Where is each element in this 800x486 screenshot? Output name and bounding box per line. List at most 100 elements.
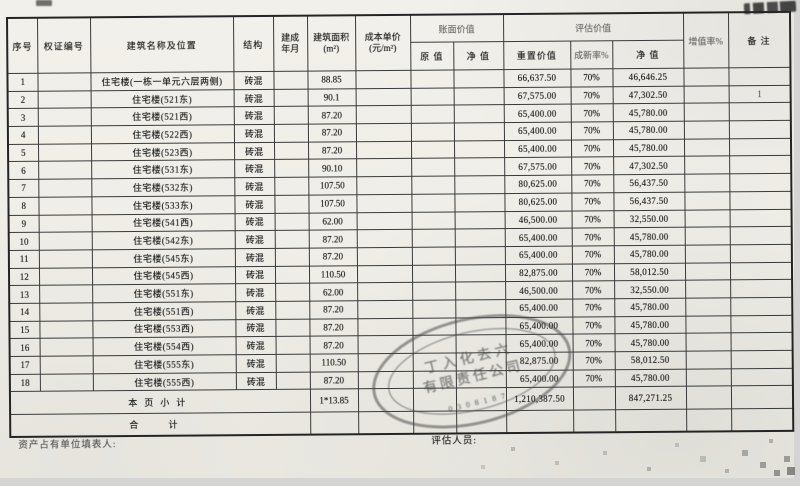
built-date-cell [275, 301, 310, 320]
cert-no-cell [37, 72, 91, 91]
cert-no-cell [39, 373, 93, 392]
seq-cell: 15 [9, 320, 40, 339]
remark-cell [730, 332, 793, 351]
empty-cell [686, 409, 732, 433]
remark-cell [729, 173, 792, 192]
building-name-cell: 住宅楼(551西) [92, 301, 236, 321]
replacement-value-cell: 65,400.00 [503, 139, 572, 159]
area-cell: 62.00 [309, 283, 358, 302]
col-header-seq: 序号 [7, 17, 38, 74]
form-sheet: 序号 权证编号 建筑名称及位置 结构 建成 年月 建筑面积 (m²) 成本单价 (元/… [6, 10, 795, 451]
appraised-net-cell: 45,780.00 [614, 315, 686, 335]
seq-cell: 2 [7, 90, 38, 109]
book-original-value-cell [410, 69, 454, 89]
replacement-value-cell: 67,575.00 [504, 157, 572, 176]
col-header-original-value: 原 值 [410, 41, 454, 71]
seq-cell: 10 [8, 232, 39, 251]
col-group-appraisal-value: 评估价值 [503, 12, 684, 42]
seq-cell: 7 [8, 179, 39, 198]
building-name-cell: 住宅楼(532东) [91, 177, 235, 197]
book-net-value-cell [454, 211, 505, 230]
book-original-value-cell [410, 140, 455, 159]
book-original-value-cell [410, 105, 454, 124]
building-name-cell: 住宅楼(542东) [91, 230, 235, 250]
remark-cell [728, 138, 792, 157]
building-name-cell: 住宅楼(521东) [90, 89, 234, 109]
replacement-value-cell: 80,625.00 [504, 192, 572, 212]
subtotal-net: 847,271.25 [614, 386, 687, 411]
built-date-cell [275, 336, 310, 355]
appraised-net-cell: 45,780.00 [614, 368, 686, 388]
appreciation-cell [683, 103, 729, 122]
area-cell: 87.20 [307, 123, 356, 142]
cost-unit: (元/m²) [369, 42, 397, 54]
empty-cell [615, 409, 687, 433]
area-cell: 87.20 [309, 318, 358, 337]
replacement-value-cell: 46,500.00 [504, 210, 572, 229]
area-cell: 107.50 [308, 176, 357, 195]
area-cell: 90.10 [308, 159, 357, 178]
cost-price-cell [356, 229, 412, 248]
seq-cell: 4 [7, 126, 38, 145]
book-original-value-cell [411, 211, 455, 230]
total-label: 合 计 [10, 412, 311, 438]
appreciation-cell [684, 173, 730, 192]
appraised-net-cell: 45,780.00 [614, 333, 686, 352]
book-net-value-cell [454, 158, 505, 177]
appraised-net-cell: 46,646.25 [612, 68, 684, 87]
appreciation-cell [684, 156, 730, 175]
appraised-net-cell: 32,550.00 [613, 209, 685, 228]
structure-cell: 砖混 [234, 265, 276, 284]
remark-cell [730, 314, 793, 334]
building-name-cell: 住宅楼(545东) [91, 248, 235, 268]
remark-cell: 1 [728, 85, 791, 104]
cert-no-cell [39, 320, 93, 339]
area-cell: 87.20 [309, 371, 358, 390]
col-header-appreciation: 增值率% [683, 12, 729, 69]
replacement-value-cell: 65,400.00 [503, 104, 571, 123]
area-cell: 110.50 [308, 265, 358, 284]
appraised-net-cell: 45,780.00 [613, 245, 685, 264]
building-name-cell: 住宅楼(531东) [91, 160, 235, 179]
book-net-value-cell [454, 175, 505, 194]
cert-no-cell [38, 267, 93, 286]
appreciation-cell [685, 280, 731, 299]
newness-rate-cell: 70% [571, 210, 614, 229]
building-name-cell: 住宅楼(541西) [91, 213, 235, 233]
built-date-cell [274, 248, 309, 266]
seq-cell: 1 [7, 73, 38, 92]
seq-cell: 8 [8, 197, 39, 215]
remark-cell [729, 155, 792, 174]
appreciation-cell [684, 209, 730, 228]
cert-no-cell [39, 285, 93, 304]
appraised-net-cell: 32,550.00 [614, 280, 686, 299]
ink-smudge-top-left [36, 0, 52, 6]
remark-cell [728, 102, 791, 121]
seq-cell: 12 [8, 267, 40, 286]
built-date-cell [274, 265, 310, 284]
col-header-appraised-net-value: 净 值 [612, 40, 684, 69]
newness-rate-cell: 70% [571, 227, 614, 246]
building-name-cell: 住宅楼(533东) [91, 195, 235, 215]
replacement-value-cell: 67,575.00 [503, 86, 571, 105]
cost-price-cell [356, 158, 412, 177]
building-name-cell: 住宅楼(545西) [91, 266, 236, 286]
book-net-value-cell [454, 246, 505, 265]
remark-cell [729, 261, 793, 281]
book-net-value-cell [453, 69, 504, 88]
structure-cell: 砖混 [235, 301, 276, 320]
replacement-value-cell: 80,625.00 [504, 175, 572, 194]
seal-inner-ring [387, 327, 556, 415]
structure-cell: 砖混 [234, 248, 275, 267]
remark-cell [729, 208, 792, 228]
appreciation-cell [685, 297, 731, 316]
appraised-net-cell: 58,012.50 [613, 262, 686, 281]
built-date-cell [273, 141, 309, 160]
newness-rate-cell: 70% [570, 139, 614, 158]
appreciation-cell [683, 120, 729, 139]
built-date-cell [275, 318, 310, 337]
newness-rate-cell: 70% [571, 157, 614, 176]
appraised-net-cell: 58,012.50 [614, 351, 686, 370]
built-date-cell [273, 71, 308, 90]
built-date-line1: 建成 [281, 32, 300, 43]
